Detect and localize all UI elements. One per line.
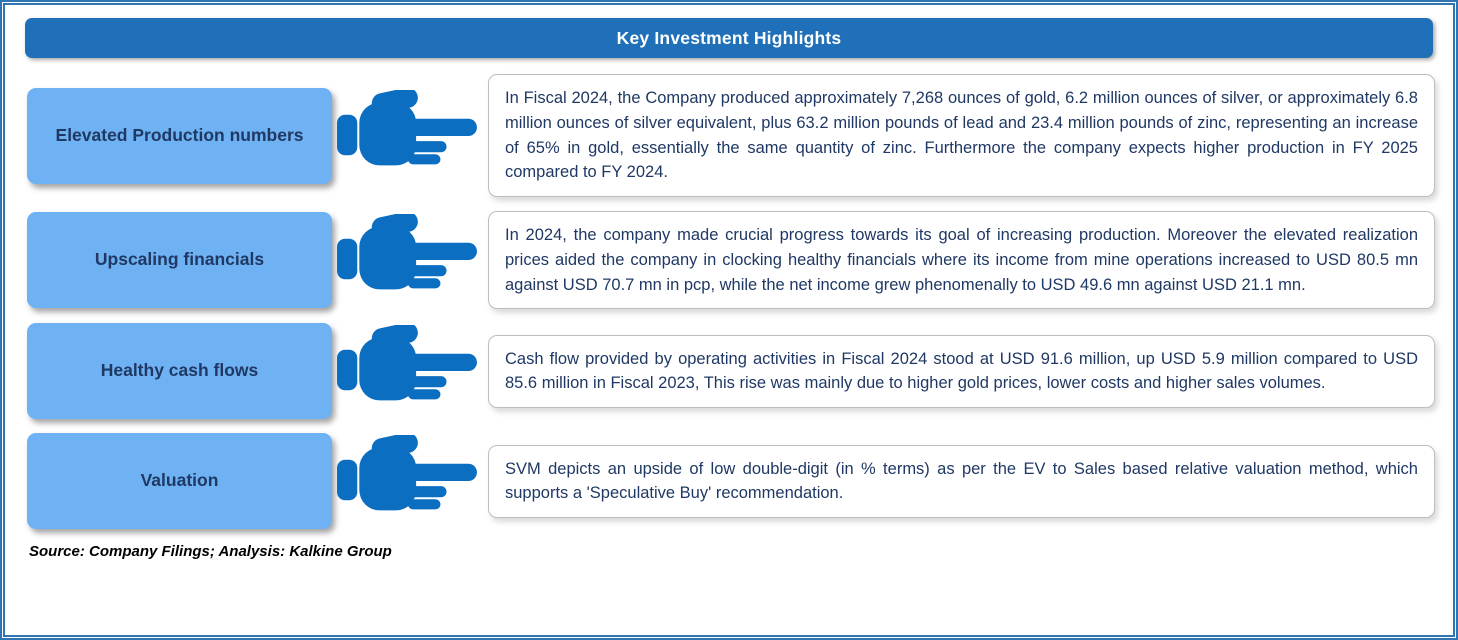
row-description: SVM depicts an upside of low double-digi… xyxy=(505,459,1418,503)
description-box: In 2024, the company made crucial progre… xyxy=(488,211,1435,310)
page-title: Key Investment Highlights xyxy=(616,27,842,48)
description-box: In Fiscal 2024, the Company produced app… xyxy=(488,74,1435,197)
row-label: Upscaling financials xyxy=(94,249,265,270)
row-description: Cash flow provided by operating activiti… xyxy=(505,349,1418,393)
row-label: Healthy cash flows xyxy=(100,360,259,381)
row-description: In 2024, the company made crucial progre… xyxy=(505,226,1418,294)
highlight-rows: Elevated Production numbers In Fiscal 20… xyxy=(5,74,1453,530)
pointing-hand-icon xyxy=(328,214,488,306)
row-label: Valuation xyxy=(140,470,219,491)
highlight-row: Valuation SVM depicts an upside of low d… xyxy=(27,433,1435,530)
description-box: Cash flow provided by operating activiti… xyxy=(488,334,1435,408)
pointing-hand-icon xyxy=(328,89,488,182)
highlight-row: Healthy cash flows Cash flow provided by… xyxy=(27,323,1435,420)
highlight-row: Upscaling financials In 2024, the compan… xyxy=(27,211,1435,310)
label-box-production: Elevated Production numbers xyxy=(27,87,332,184)
description-box: SVM depicts an upside of low double-digi… xyxy=(488,444,1435,518)
row-label: Elevated Production numbers xyxy=(55,124,304,145)
pointing-hand-icon xyxy=(328,325,488,417)
label-box-valuation: Valuation xyxy=(27,433,332,530)
label-box-cash-flows: Healthy cash flows xyxy=(27,323,332,420)
title-bar: Key Investment Highlights xyxy=(25,18,1433,58)
label-box-financials: Upscaling financials xyxy=(27,212,332,309)
highlight-row: Elevated Production numbers In Fiscal 20… xyxy=(27,74,1435,197)
row-description: In Fiscal 2024, the Company produced app… xyxy=(505,89,1418,182)
source-note: Source: Company Filings; Analysis: Kalki… xyxy=(29,543,392,561)
pointing-hand-icon xyxy=(328,435,488,527)
